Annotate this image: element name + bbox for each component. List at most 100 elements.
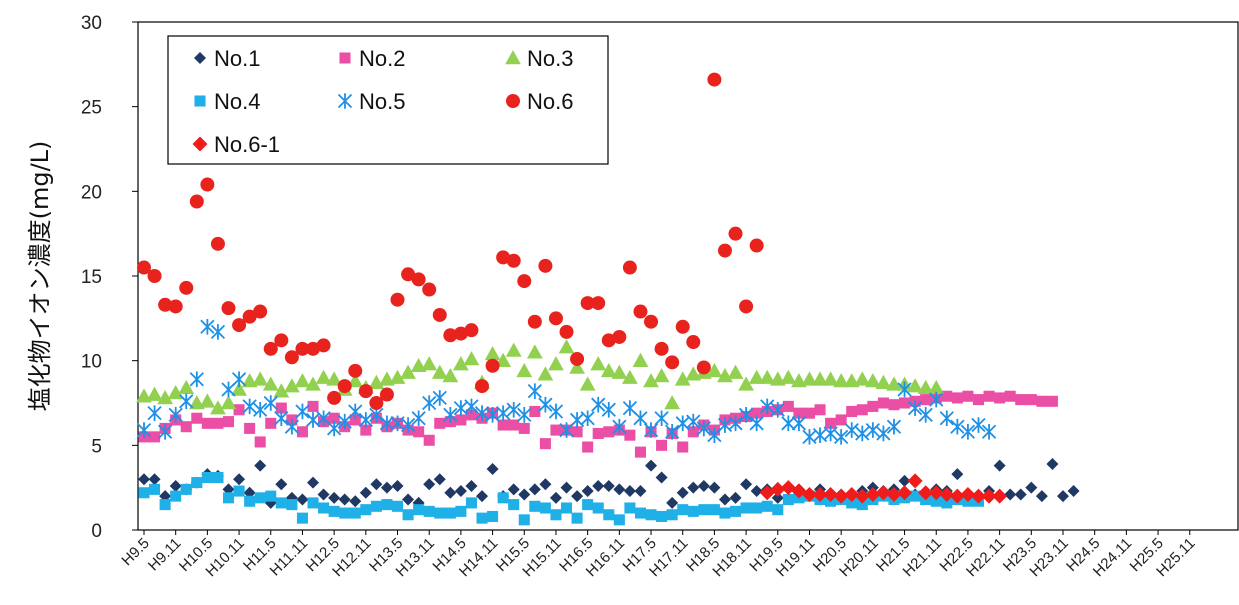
point-no-2 bbox=[983, 390, 995, 402]
point-no-5 bbox=[654, 410, 669, 427]
point-no-2 bbox=[962, 390, 974, 402]
point-no-2 bbox=[814, 404, 826, 416]
point-no-6-1 bbox=[833, 488, 849, 504]
point-no-5 bbox=[929, 391, 944, 408]
point-no-4 bbox=[265, 490, 277, 502]
point-no-6 bbox=[548, 311, 563, 326]
point-no-5 bbox=[263, 395, 278, 411]
point-no-3 bbox=[622, 369, 638, 384]
point-no-4 bbox=[698, 504, 710, 516]
point-no-3 bbox=[917, 379, 934, 395]
point-no-4 bbox=[645, 509, 657, 521]
point-no-3 bbox=[231, 381, 247, 396]
point-no-2 bbox=[656, 439, 668, 451]
point-no-5 bbox=[601, 401, 616, 418]
point-no-4 bbox=[687, 505, 699, 517]
legend-marker-no-6 bbox=[506, 94, 520, 108]
point-no-6 bbox=[379, 387, 394, 402]
point-no-6 bbox=[739, 299, 754, 314]
point-no-4 bbox=[550, 509, 562, 521]
x-tick-label: H9.11 bbox=[145, 535, 185, 575]
point-no-6 bbox=[633, 304, 648, 319]
point-no-6-1 bbox=[854, 488, 870, 504]
point-no-1 bbox=[138, 473, 150, 486]
point-no-1 bbox=[571, 490, 584, 503]
point-no-2 bbox=[994, 392, 1006, 404]
point-no-1 bbox=[148, 473, 161, 486]
point-no-4 bbox=[391, 500, 404, 512]
point-no-1 bbox=[729, 491, 742, 504]
point-no-3 bbox=[833, 373, 850, 388]
point-no-2 bbox=[624, 429, 636, 441]
point-no-6-1 bbox=[907, 473, 923, 489]
point-no-5 bbox=[781, 415, 796, 432]
point-no-6 bbox=[570, 351, 585, 366]
point-no-1 bbox=[993, 459, 1006, 472]
point-no-5 bbox=[939, 410, 954, 427]
point-no-2 bbox=[867, 400, 879, 412]
point-no-6-1 bbox=[928, 485, 944, 501]
point-no-5 bbox=[855, 425, 870, 442]
point-no-6 bbox=[432, 307, 447, 322]
point-no-1 bbox=[592, 479, 605, 492]
point-no-2 bbox=[191, 412, 203, 424]
point-no-3 bbox=[516, 362, 533, 378]
point-no-5 bbox=[284, 418, 300, 435]
point-no-4 bbox=[624, 502, 636, 514]
point-no-2 bbox=[529, 405, 541, 417]
point-no-3 bbox=[210, 400, 226, 415]
point-no-1 bbox=[718, 493, 731, 506]
point-no-6 bbox=[517, 274, 532, 289]
point-no-4 bbox=[339, 507, 351, 519]
point-no-6 bbox=[675, 319, 690, 334]
point-no-5 bbox=[760, 398, 775, 415]
legend-marker-no-1 bbox=[194, 52, 206, 64]
point-no-1 bbox=[307, 476, 320, 489]
point-no-4 bbox=[370, 500, 382, 512]
point-no-5 bbox=[242, 398, 257, 415]
point-no-4 bbox=[603, 509, 615, 521]
point-no-6 bbox=[284, 350, 299, 365]
point-no-3 bbox=[928, 379, 945, 395]
point-no-5 bbox=[907, 400, 923, 416]
point-no-2 bbox=[423, 434, 435, 446]
point-no-4 bbox=[349, 507, 361, 519]
point-no-2 bbox=[455, 414, 467, 426]
point-no-6 bbox=[390, 292, 405, 307]
series-no-3 bbox=[136, 339, 945, 415]
point-no-6 bbox=[179, 280, 194, 295]
point-no-1 bbox=[518, 488, 531, 501]
point-no-1 bbox=[1035, 490, 1048, 503]
point-no-5 bbox=[823, 425, 838, 442]
legend-label-no-5: No.5 bbox=[359, 89, 405, 114]
point-no-4 bbox=[677, 504, 689, 516]
point-no-1 bbox=[349, 495, 362, 508]
point-no-4 bbox=[402, 509, 414, 521]
point-no-1 bbox=[549, 491, 562, 504]
point-no-4 bbox=[159, 499, 171, 511]
legend: No.1 No.2 No.3 No.4 No.5 No.6 No.6-1 bbox=[167, 35, 609, 165]
point-no-1 bbox=[613, 483, 626, 496]
point-no-3 bbox=[273, 383, 290, 398]
point-no-1 bbox=[740, 478, 753, 491]
point-no-2 bbox=[972, 394, 985, 406]
point-no-6 bbox=[485, 358, 500, 373]
point-no-2 bbox=[275, 402, 287, 414]
legend-marker-no-6-1 bbox=[192, 136, 208, 152]
point-no-5 bbox=[675, 415, 690, 432]
series-no-6 bbox=[137, 72, 764, 410]
point-no-6 bbox=[316, 338, 331, 353]
point-no-4 bbox=[592, 502, 604, 514]
point-no-1 bbox=[359, 486, 372, 499]
point-no-3 bbox=[886, 376, 902, 391]
y-tick-label: 0 bbox=[91, 521, 102, 542]
y-tick-label: 15 bbox=[81, 267, 102, 288]
point-no-1 bbox=[634, 485, 647, 498]
point-no-1 bbox=[433, 473, 446, 486]
point-no-1 bbox=[233, 473, 246, 486]
point-no-6 bbox=[210, 236, 225, 251]
series-no-4 bbox=[138, 471, 985, 526]
point-no-6 bbox=[559, 324, 574, 339]
point-no-4 bbox=[529, 500, 541, 512]
point-no-4 bbox=[582, 499, 594, 511]
